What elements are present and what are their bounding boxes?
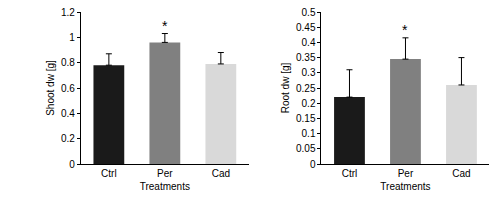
svg-text:0.6: 0.6: [61, 83, 75, 94]
svg-text:0.35: 0.35: [296, 52, 316, 63]
svg-text:0.45: 0.45: [296, 22, 316, 33]
svg-text:Cad: Cad: [452, 168, 470, 179]
svg-text:Shoot dw [g]: Shoot dw [g]: [45, 60, 56, 116]
svg-text:0.4: 0.4: [61, 108, 75, 119]
svg-text:1.2: 1.2: [61, 7, 75, 18]
svg-text:Cad: Cad: [212, 168, 230, 179]
svg-text:0.8: 0.8: [61, 57, 75, 68]
svg-text:0: 0: [310, 159, 316, 170]
svg-text:0.2: 0.2: [61, 133, 75, 144]
svg-text:*: *: [402, 22, 408, 38]
svg-text:Root dw [g]: Root dw [g]: [280, 62, 291, 113]
svg-text:0: 0: [69, 159, 75, 170]
svg-text:0.2: 0.2: [302, 98, 316, 109]
svg-text:0.25: 0.25: [296, 83, 316, 94]
svg-text:*: *: [162, 18, 168, 34]
svg-text:0.3: 0.3: [302, 67, 316, 78]
svg-text:1: 1: [69, 32, 75, 43]
svg-text:0.15: 0.15: [296, 113, 316, 124]
svg-text:Ctrl: Ctrl: [101, 168, 117, 179]
svg-text:Per: Per: [398, 168, 414, 179]
svg-text:Treatments: Treatments: [380, 181, 430, 192]
svg-text:0.4: 0.4: [302, 37, 316, 48]
svg-text:Treatments: Treatments: [140, 181, 190, 192]
svg-text:0.05: 0.05: [296, 143, 316, 154]
svg-text:0.1: 0.1: [302, 128, 316, 139]
svg-text:0.5: 0.5: [302, 7, 316, 18]
svg-text:Ctrl: Ctrl: [342, 168, 358, 179]
svg-text:Per: Per: [157, 168, 173, 179]
